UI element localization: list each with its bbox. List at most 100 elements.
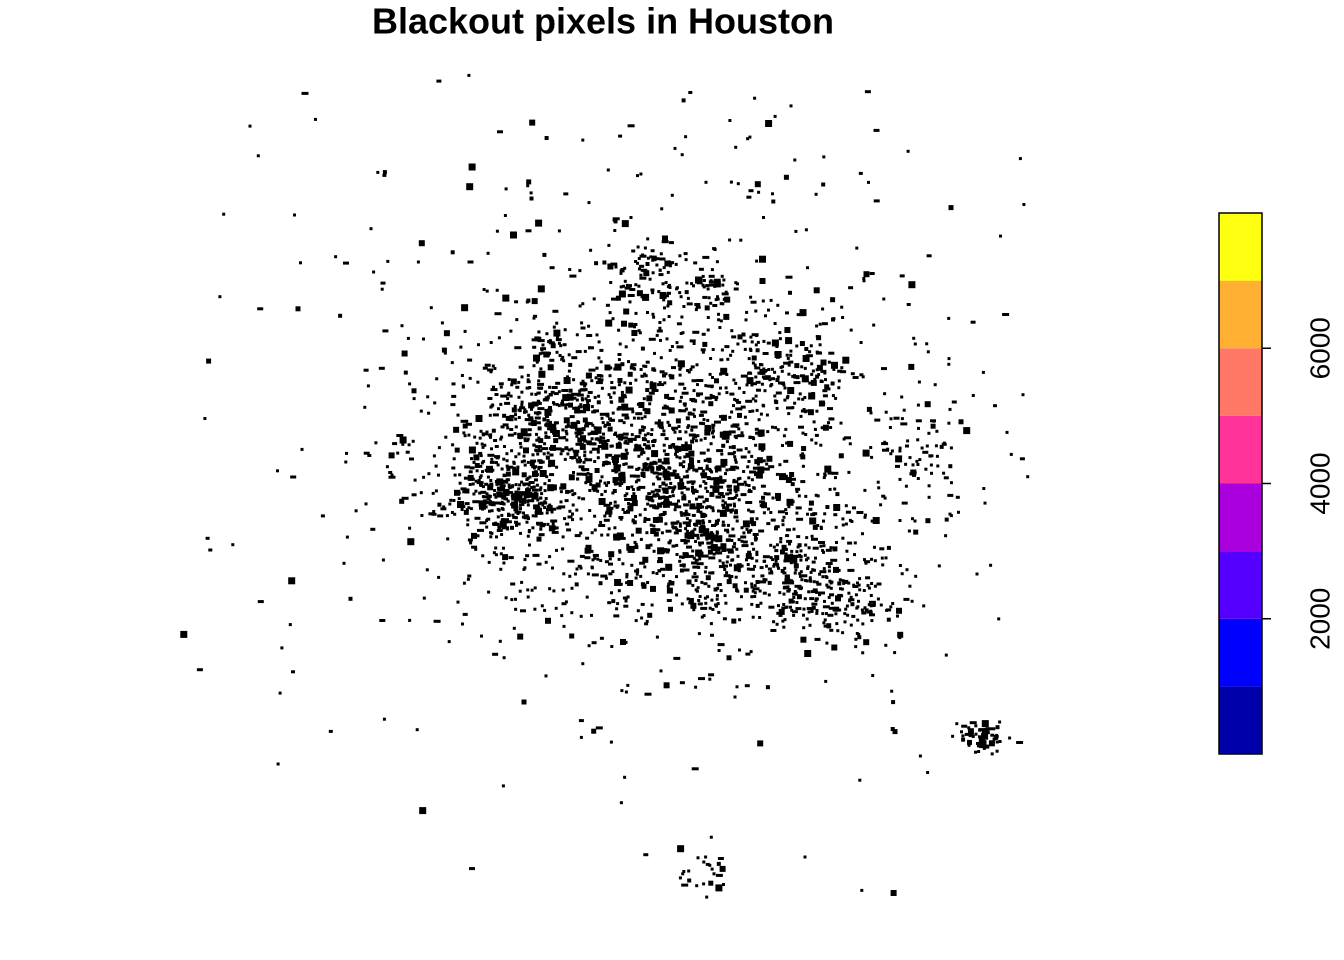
blackout-pixel bbox=[514, 417, 518, 421]
blackout-pixel bbox=[563, 417, 570, 424]
blackout-pixel bbox=[745, 553, 752, 560]
blackout-pixel bbox=[644, 692, 652, 696]
blackout-pixel bbox=[534, 478, 538, 482]
blackout-pixel bbox=[798, 553, 802, 557]
blackout-pixel bbox=[926, 350, 930, 354]
blackout-pixel bbox=[573, 451, 579, 457]
blackout-pixel bbox=[687, 869, 691, 873]
blackout-pixel bbox=[527, 413, 531, 417]
blackout-pixel bbox=[691, 583, 695, 587]
blackout-pixel bbox=[698, 677, 705, 681]
blackout-pixel bbox=[704, 429, 711, 436]
blackout-pixel bbox=[720, 452, 724, 456]
blackout-pixel bbox=[814, 192, 818, 196]
blackout-pixel bbox=[481, 432, 489, 436]
blackout-pixel bbox=[538, 438, 544, 444]
blackout-pixel bbox=[906, 149, 910, 153]
blackout-pixel bbox=[606, 506, 614, 510]
blackout-pixel bbox=[590, 437, 594, 441]
blackout-pixel bbox=[579, 554, 585, 558]
blackout-pixel bbox=[456, 413, 460, 417]
blackout-pixel bbox=[548, 555, 552, 559]
blackout-pixel bbox=[300, 447, 304, 451]
blackout-pixel bbox=[507, 433, 514, 437]
blackout-pixel bbox=[736, 477, 740, 481]
blackout-pixel bbox=[898, 564, 902, 567]
blackout-pixel bbox=[800, 574, 808, 578]
blackout-pixel bbox=[863, 639, 870, 646]
blackout-pixel bbox=[523, 437, 527, 441]
blackout-pixel bbox=[715, 594, 719, 598]
blackout-pixel bbox=[548, 587, 552, 591]
blackout-pixel bbox=[740, 455, 747, 459]
blackout-pixel bbox=[511, 513, 515, 517]
blackout-pixel bbox=[564, 446, 569, 451]
blackout-pixel bbox=[710, 540, 714, 544]
blackout-pixel bbox=[814, 599, 818, 602]
blackout-pixel bbox=[514, 516, 518, 520]
blackout-pixel bbox=[702, 500, 706, 504]
blackout-pixel bbox=[712, 435, 715, 439]
blackout-pixel bbox=[469, 541, 473, 545]
blackout-pixel bbox=[742, 339, 747, 343]
blackout-pixel bbox=[288, 623, 292, 627]
blackout-pixel bbox=[698, 413, 704, 417]
blackout-pixel bbox=[863, 513, 867, 517]
blackout-pixel bbox=[625, 386, 633, 394]
blackout-pixel bbox=[747, 357, 751, 361]
blackout-pixel bbox=[625, 575, 629, 579]
blackout-pixel bbox=[771, 558, 775, 562]
blackout-pixel bbox=[683, 252, 688, 256]
blackout-pixel bbox=[750, 454, 754, 458]
blackout-pixel bbox=[372, 270, 376, 274]
blackout-pixel bbox=[667, 262, 672, 265]
blackout-pixel bbox=[667, 582, 675, 586]
blackout-pixel bbox=[435, 377, 439, 381]
blackout-pixel bbox=[533, 495, 536, 499]
blackout-pixel bbox=[626, 683, 630, 687]
blackout-pixel bbox=[576, 477, 580, 481]
blackout-pixel bbox=[664, 437, 669, 441]
blackout-pixel bbox=[689, 460, 694, 465]
blackout-pixel bbox=[667, 291, 671, 295]
blackout-pixel bbox=[711, 509, 715, 513]
blackout-pixel bbox=[620, 390, 624, 394]
blackout-pixel bbox=[863, 488, 867, 492]
legend-bin bbox=[1219, 415, 1262, 484]
blackout-pixel bbox=[967, 739, 972, 745]
blackout-pixel bbox=[517, 487, 521, 491]
blackout-pixel bbox=[532, 403, 538, 407]
blackout-pixel bbox=[502, 294, 510, 302]
blackout-pixel bbox=[561, 428, 565, 432]
blackout-pixel bbox=[885, 608, 889, 612]
blackout-pixel bbox=[500, 482, 503, 486]
blackout-pixel bbox=[658, 485, 662, 489]
blackout-pixel bbox=[684, 430, 688, 434]
blackout-pixel bbox=[967, 743, 971, 747]
blackout-pixel bbox=[642, 451, 646, 455]
blackout-pixel bbox=[753, 591, 757, 595]
blackout-pixel bbox=[500, 518, 504, 522]
blackout-pixel bbox=[605, 319, 613, 327]
blackout-pixel bbox=[869, 594, 873, 597]
blackout-pixel bbox=[986, 731, 990, 735]
blackout-pixel bbox=[513, 432, 517, 436]
blackout-pixel bbox=[827, 595, 831, 599]
blackout-pixel bbox=[523, 439, 529, 443]
blackout-pixel bbox=[418, 240, 425, 247]
blackout-pixel bbox=[743, 347, 747, 351]
blackout-pixel bbox=[651, 367, 656, 372]
blackout-pixel bbox=[760, 574, 765, 578]
blackout-pixel bbox=[823, 624, 827, 628]
blackout-pixel bbox=[667, 486, 671, 489]
blackout-pixel bbox=[794, 363, 800, 369]
blackout-pixel bbox=[708, 677, 712, 681]
blackout-pixel bbox=[533, 506, 537, 510]
blackout-pixel bbox=[617, 378, 623, 383]
blackout-pixel bbox=[631, 410, 635, 414]
blackout-pixel bbox=[730, 410, 734, 414]
blackout-pixel bbox=[767, 507, 770, 511]
blackout-pixel bbox=[761, 495, 765, 500]
blackout-pixel bbox=[982, 746, 986, 750]
blackout-pixel bbox=[702, 521, 705, 525]
